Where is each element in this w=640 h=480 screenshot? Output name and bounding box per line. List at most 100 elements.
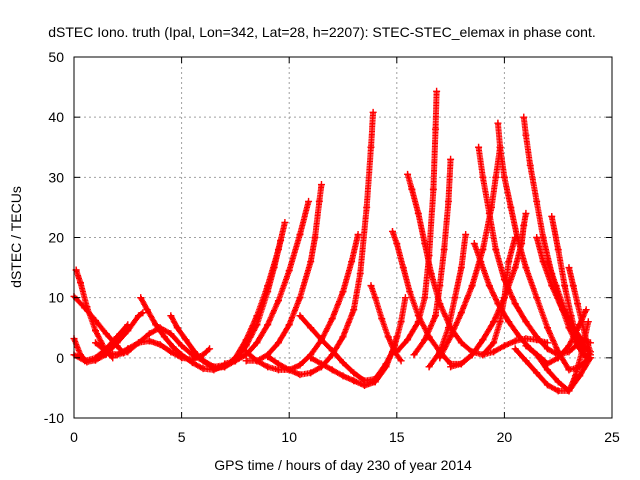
data-point [457, 309, 465, 317]
data-point [421, 240, 429, 248]
data-point [511, 264, 519, 272]
data-point [296, 371, 304, 379]
data-point [401, 294, 409, 302]
data-point [393, 348, 401, 356]
data-point [457, 339, 465, 347]
data-point [397, 318, 405, 326]
data-point [468, 351, 476, 359]
data-point [451, 294, 459, 302]
data-point [317, 181, 325, 189]
data-point [533, 197, 541, 205]
data-point [559, 306, 567, 314]
data-point [285, 321, 293, 329]
data-point [393, 240, 401, 248]
data-point [145, 330, 153, 338]
data-point [388, 227, 396, 235]
data-point [139, 309, 147, 317]
data-point [173, 324, 181, 332]
data-point [569, 282, 577, 290]
data-point [444, 324, 452, 332]
data-series [494, 119, 592, 374]
data-point [307, 258, 315, 266]
data-point [447, 155, 455, 163]
data-point [522, 264, 530, 272]
data-point [522, 131, 530, 139]
data-point [406, 288, 414, 296]
x-tick-label: 20 [497, 429, 513, 445]
data-point [479, 336, 487, 344]
data-point [533, 294, 541, 302]
data-point [507, 203, 515, 211]
x-tick-label: 10 [281, 429, 297, 445]
x-tick-label: 5 [178, 429, 186, 445]
data-point [191, 348, 199, 356]
data-point [500, 342, 508, 350]
data-point [307, 324, 315, 332]
data-point [339, 288, 347, 296]
data-point [432, 312, 440, 320]
data-point [543, 381, 551, 389]
data-point [167, 348, 175, 356]
data-point [492, 246, 500, 254]
data-point [539, 258, 547, 266]
data-point [210, 365, 218, 373]
data-series [410, 155, 455, 359]
y-tick-label: 10 [48, 290, 64, 306]
data-point [485, 209, 493, 217]
data-point [571, 372, 579, 380]
data-point [548, 282, 556, 290]
data-point [124, 345, 132, 353]
data-point [432, 125, 440, 133]
data-point [81, 357, 89, 365]
data-point [565, 387, 573, 395]
data-point [584, 318, 592, 326]
data-point [490, 318, 498, 326]
data-point [447, 333, 455, 341]
data-point [586, 351, 594, 359]
data-point [425, 252, 433, 260]
data-point [382, 360, 390, 368]
data-point [533, 234, 541, 241]
data-series [113, 337, 214, 364]
data-point [475, 143, 483, 151]
data-point [328, 366, 336, 374]
data-point [274, 246, 282, 254]
data-point [513, 234, 521, 241]
data-point [580, 342, 588, 350]
data-point [543, 324, 551, 332]
data-point [397, 357, 405, 365]
data-point [436, 354, 444, 362]
data-point [145, 337, 153, 345]
data-point [113, 333, 121, 341]
data-point [511, 345, 519, 353]
data-point [526, 161, 534, 169]
data-point [102, 348, 110, 356]
data-point [520, 221, 528, 229]
data-series [367, 282, 405, 365]
y-tick-label: 0 [56, 350, 64, 366]
data-point [92, 327, 100, 335]
data-point [490, 348, 498, 356]
data-point [436, 282, 444, 290]
data-series [221, 197, 313, 368]
data-point [285, 366, 293, 374]
data-point [539, 234, 547, 241]
data-point [296, 312, 304, 320]
chart-title: dSTEC Iono. truth (Ipal, Lon=342, Lat=28… [48, 24, 595, 40]
data-point [522, 357, 530, 365]
data-point [554, 246, 562, 254]
data-point [470, 240, 478, 248]
data-point [522, 209, 530, 217]
data-point [533, 369, 541, 377]
x-axis: 0 5 10 15 20 25 [70, 57, 620, 445]
y-tick-label: 20 [48, 230, 64, 246]
plot-data [70, 87, 594, 395]
data-point [361, 377, 369, 385]
data-point [296, 361, 304, 369]
data-point [421, 336, 429, 344]
data-point [206, 345, 214, 353]
data-point [414, 209, 422, 217]
data-point [500, 294, 508, 302]
data-point [135, 339, 143, 347]
data-point [167, 330, 175, 338]
